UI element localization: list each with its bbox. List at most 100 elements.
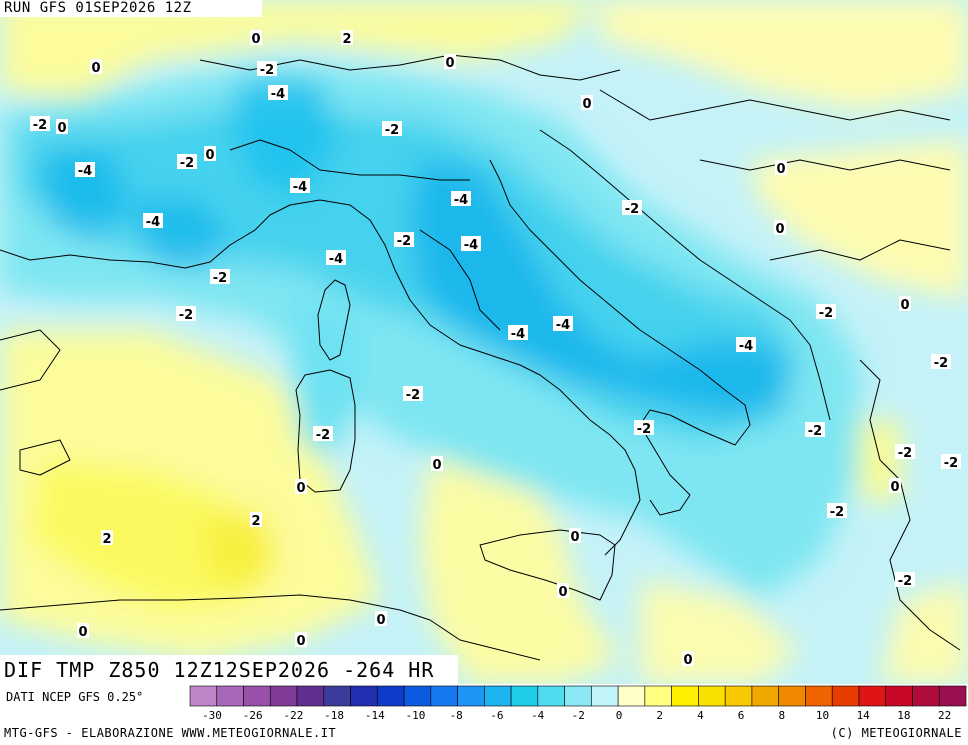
contour-label-bg [382, 121, 402, 136]
contour-label-bg [143, 213, 163, 228]
contour-label: -2 [944, 456, 958, 471]
legend-swatch [831, 685, 860, 707]
contour-label-bg [682, 651, 694, 666]
legend-swatch [189, 685, 218, 707]
legend-swatch [564, 685, 592, 707]
contour-label: 2 [102, 532, 111, 547]
contour-label-bg [403, 386, 423, 401]
legend-tick-label: 2 [656, 709, 663, 722]
contour-label: -2 [808, 424, 822, 439]
legend-tick-label: -8 [450, 709, 463, 722]
contour-label-bg [508, 325, 528, 340]
legend-tick-label: -2 [572, 709, 585, 722]
contour-label-bg [444, 54, 456, 69]
contour-label: 0 [205, 148, 214, 163]
legend-tick-label: 22 [938, 709, 951, 722]
legend-swatch [591, 685, 619, 707]
contour-label-bg [941, 454, 961, 469]
contour-label: 0 [775, 222, 784, 237]
legend-swatch [457, 685, 485, 707]
legend-swatch [377, 685, 405, 707]
contour-label: -2 [934, 356, 948, 371]
contour-label-bg [268, 85, 288, 100]
contour-label: 0 [251, 32, 260, 47]
contour-label-bg [931, 354, 951, 369]
contour-label: 2 [342, 32, 351, 47]
contour-label: -4 [739, 339, 753, 354]
contour-label-bg [295, 479, 307, 494]
contour-label-bg [375, 611, 387, 626]
contour-labels: 0 2 0 0 -2 -4 -2 0 -2 0 -4 -4 -4 -2 0 -2 -4 -4 -2 -4 -2 0 -4 -4… [30, 30, 961, 668]
contour-label-bg [569, 528, 581, 543]
legend-swatch [912, 685, 940, 707]
contour-label: -4 [293, 180, 307, 195]
legend-swatch [350, 685, 378, 707]
contour-label: -2 [385, 123, 399, 138]
contour-label-bg [56, 119, 68, 134]
contour-label: -2 [637, 422, 651, 437]
contour-label-bg [250, 512, 262, 527]
legend-tick-label: 10 [816, 709, 829, 722]
legend-tick-label: 4 [697, 709, 704, 722]
contour-label-bg [895, 444, 915, 459]
contour-label: 2 [251, 514, 260, 529]
legend-swatch [778, 685, 806, 707]
contour-label-bg [431, 456, 443, 471]
contour-label: -2 [179, 308, 193, 323]
legend-tick-label: 6 [738, 709, 745, 722]
contour-label: -2 [625, 202, 639, 217]
contour-label: -4 [329, 252, 343, 267]
contour-label: -2 [819, 306, 833, 321]
contour-label-bg [827, 503, 847, 518]
contour-label-bg [30, 116, 50, 131]
legend-bar: -30-26-22-18-14-10-8-6-4-202468101418222… [189, 685, 967, 722]
contour-label: -4 [78, 164, 92, 179]
contour-label-bg [101, 530, 113, 545]
legend-swatch [858, 685, 887, 707]
legend-tick-label: 18 [897, 709, 910, 722]
contour-label: -2 [397, 234, 411, 249]
contour-label: 0 [432, 458, 441, 473]
contour-label-bg [75, 162, 95, 177]
field-title: DIF TMP Z850 12Z12SEP2026 -264 HR [0, 655, 458, 685]
contour-label-bg [295, 632, 307, 647]
anomaly-fill [0, 0, 968, 684]
contour-label: -4 [556, 318, 570, 333]
contour-label-bg [451, 191, 471, 206]
contour-label: -2 [260, 63, 274, 78]
legend-swatches [189, 685, 967, 707]
contour-label: -2 [406, 388, 420, 403]
footer-credit: MTG-GFS - ELABORAZIONE WWW.METEOGIORNALE… [4, 726, 337, 740]
legend-tick-label: -6 [490, 709, 503, 722]
contour-label-bg [805, 422, 825, 437]
contour-label-bg [889, 478, 901, 493]
legend-tick-label: -26 [243, 709, 263, 722]
contour-label: -2 [180, 156, 194, 171]
contour-label: -4 [454, 193, 468, 208]
contour-label-bg [77, 623, 89, 638]
contour-label: -2 [898, 574, 912, 589]
legend-swatch [296, 685, 325, 707]
contour-label-bg [250, 30, 262, 45]
legend-swatch [269, 685, 298, 707]
temperature-anomaly-map: 0 2 0 0 -2 -4 -2 0 -2 0 -4 -4 -4 -2 0 -2 -4 -4 -2 -4 -2 0 -4 -4… [0, 0, 968, 684]
contour-label-bg [204, 146, 216, 161]
contour-label-bg [895, 572, 915, 587]
legend-swatch [644, 685, 672, 707]
legend-tick-labels: -30-26-22-18-14-10-8-6-4-202468101418222… [202, 709, 951, 722]
contour-label-bg [210, 269, 230, 284]
contour-label: -4 [146, 215, 160, 230]
contour-label: 0 [445, 56, 454, 71]
legend-swatch [671, 685, 699, 707]
contour-label: 0 [91, 61, 100, 76]
contour-label-bg [581, 95, 593, 110]
contour-label: 0 [296, 481, 305, 496]
legend-swatch [430, 685, 458, 707]
contour-label-bg [634, 420, 654, 435]
contour-label-bg [461, 236, 481, 251]
contour-label: 0 [890, 480, 899, 495]
contour-label-bg [290, 178, 310, 193]
legend-swatch [323, 685, 351, 707]
legend-swatch [537, 685, 565, 707]
contour-label-bg [774, 220, 786, 235]
